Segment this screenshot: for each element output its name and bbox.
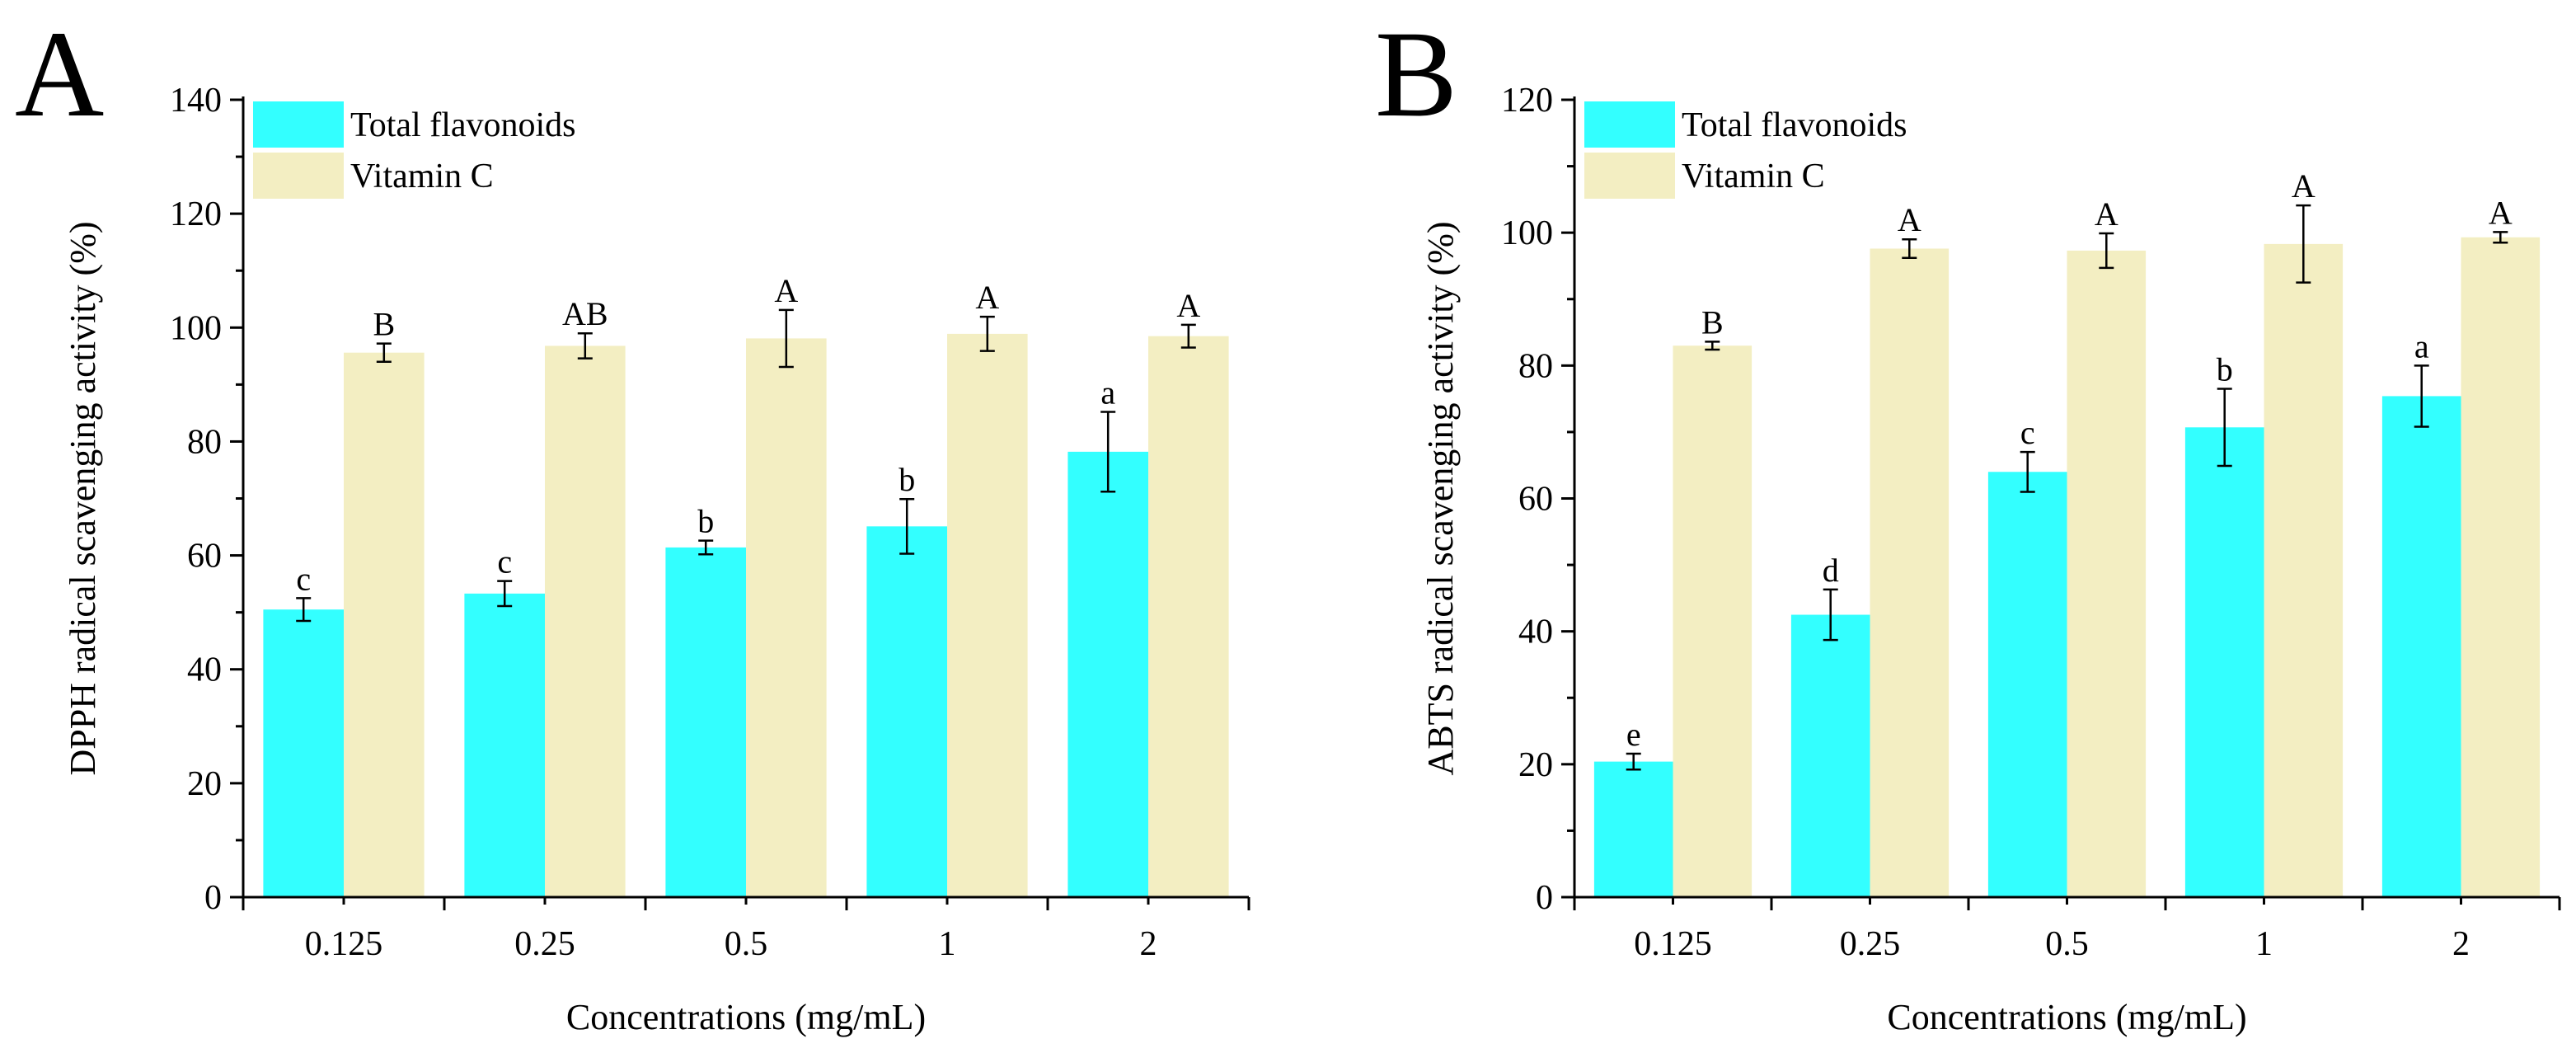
chart-panel-a: Ac c b b a B AB A A A 0 20 40 60 80 100 120 140 0.125 0.25 0…	[15, 6, 1250, 1037]
significance-label: A	[975, 279, 999, 316]
bar-total-flavonoids-0.5	[1987, 472, 2067, 897]
legend-label-total-flavonoids: Total flavonoids	[350, 106, 576, 144]
legend-swatch-total-flavonoids	[1584, 101, 1675, 148]
bar-vitamin-c-1	[2264, 243, 2344, 897]
significance-label: A	[1176, 287, 1200, 324]
bar-vitamin-c-0.25	[545, 346, 626, 898]
x-tick-label: 0.25	[514, 925, 575, 963]
significance-label: b	[2217, 351, 2233, 388]
y-tick-label: 20	[187, 765, 222, 803]
y-tick-label: 0	[1536, 879, 1553, 917]
x-tick-label: 0.125	[1634, 925, 1712, 963]
bar-total-flavonoids-0.125	[263, 609, 344, 897]
significance-label: AB	[562, 295, 608, 332]
significance-label: a	[2414, 327, 2429, 364]
bar-total-flavonoids-0.5	[665, 547, 746, 897]
bar-vitamin-c-0.125	[344, 352, 425, 898]
x-tick-label: 0.5	[2045, 925, 2089, 963]
significance-label: b	[697, 503, 714, 540]
bar-total-flavonoids-0.125	[1593, 761, 1673, 897]
x-tick-label: 1	[2255, 925, 2273, 963]
y-tick-label: 140	[170, 82, 222, 120]
y-tick-label: 100	[1501, 214, 1553, 252]
y-tick-label: 40	[187, 651, 222, 689]
legend-label-total-flavonoids: Total flavonoids	[1682, 106, 1907, 144]
bar-vitamin-c-0.125	[1673, 346, 1753, 897]
y-tick-label: 120	[1501, 82, 1553, 120]
bar-vitamin-c-0.5	[746, 338, 827, 897]
y-axis-title: ABTS radical scavenging activity (%)	[1420, 221, 1461, 775]
y-tick-label: 0	[204, 879, 222, 917]
bar-vitamin-c-2	[2461, 237, 2541, 897]
y-tick-label: 40	[1518, 613, 1553, 651]
x-tick-label: 0.125	[305, 925, 383, 963]
y-tick-label: 120	[170, 195, 222, 233]
significance-label: b	[899, 461, 915, 498]
significance-label: B	[1701, 303, 1724, 341]
bar-vitamin-c-2	[1148, 336, 1229, 897]
significance-label: a	[1100, 374, 1115, 411]
legend-label-vitamin-c: Vitamin C	[350, 157, 494, 195]
bar-vitamin-c-1	[947, 333, 1028, 898]
legend-label-vitamin-c: Vitamin C	[1682, 157, 1825, 195]
panel-letter: B	[1375, 6, 1457, 143]
significance-label: e	[1626, 716, 1641, 753]
y-tick-label: 80	[187, 423, 222, 461]
bar-total-flavonoids-2	[2381, 396, 2461, 897]
significance-label: A	[2095, 195, 2119, 233]
x-tick-label: 2	[1140, 925, 1157, 963]
significance-label: A	[774, 272, 798, 309]
y-tick-label: 100	[170, 309, 222, 347]
x-tick-label: 1	[939, 925, 956, 963]
significance-label: A	[2489, 194, 2513, 231]
x-tick-label: 0.25	[1840, 925, 1901, 963]
x-axis-title: Concentrations (mg/mL)	[566, 997, 926, 1037]
significance-label: A	[1898, 201, 1921, 238]
significance-label: c	[296, 560, 311, 597]
significance-label: A	[2292, 167, 2316, 204]
significance-label: c	[497, 543, 512, 581]
bar-total-flavonoids-0.25	[464, 593, 545, 897]
x-axis-title: Concentrations (mg/mL)	[1887, 997, 2246, 1037]
y-tick-label: 60	[187, 538, 222, 576]
legend-swatch-vitamin-c	[253, 153, 344, 199]
y-tick-label: 60	[1518, 481, 1553, 519]
x-tick-label: 0.5	[725, 925, 768, 963]
y-tick-label: 20	[1518, 746, 1553, 784]
significance-label: d	[1823, 552, 1839, 589]
bar-total-flavonoids-1	[866, 526, 947, 897]
bar-total-flavonoids-1	[2184, 427, 2264, 897]
y-axis-title: DPPH radical scavenging activity (%)	[63, 221, 103, 775]
bar-vitamin-c-0.25	[1870, 248, 1950, 897]
bar-vitamin-c-0.5	[2067, 250, 2147, 897]
bar-total-flavonoids-2	[1067, 451, 1148, 897]
panel-letter: A	[15, 6, 104, 143]
significance-label: c	[2020, 414, 2035, 451]
x-tick-label: 2	[2452, 925, 2470, 963]
bar-total-flavonoids-0.25	[1790, 614, 1870, 897]
chart-panel-b: Be d c b a B A A A A 0 20 40 60 80 100 120 0.125 0.25 0.5 1 2…	[1375, 6, 2561, 1037]
legend-swatch-total-flavonoids	[253, 101, 344, 148]
y-tick-label: 80	[1518, 347, 1553, 385]
legend-swatch-vitamin-c	[1584, 153, 1675, 199]
significance-label: B	[373, 306, 395, 343]
